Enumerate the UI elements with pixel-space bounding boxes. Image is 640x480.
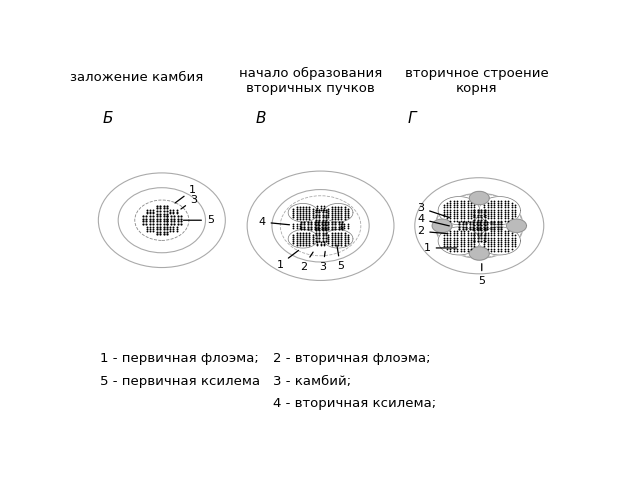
Polygon shape [469,247,489,260]
Polygon shape [323,229,353,248]
Polygon shape [438,197,480,225]
Text: Г: Г [408,111,416,126]
Text: 1: 1 [424,243,457,253]
Text: 2: 2 [300,252,313,272]
Polygon shape [323,204,353,222]
Text: 4: 4 [417,214,449,226]
Text: 5: 5 [184,215,214,225]
Text: заложение камбия: заложение камбия [70,71,204,84]
Circle shape [415,178,544,274]
Text: 3: 3 [181,194,198,209]
Circle shape [99,173,225,267]
Text: 3: 3 [417,203,449,217]
Circle shape [118,188,205,253]
Text: начало образования
вторичных пучков: начало образования вторичных пучков [239,67,382,95]
Circle shape [272,190,369,262]
Text: 4: 4 [259,217,289,227]
Polygon shape [479,227,520,255]
Text: 5: 5 [478,264,485,286]
Text: вторичное строение
корня: вторичное строение корня [405,67,548,95]
Polygon shape [469,192,489,204]
Polygon shape [288,229,318,248]
Text: 5: 5 [337,245,344,271]
Text: В: В [256,111,267,126]
Text: 1: 1 [276,251,298,270]
Text: 1: 1 [175,185,196,203]
Circle shape [436,193,523,258]
Text: 4 - вторичная ксилема;: 4 - вторичная ксилема; [273,396,436,409]
Polygon shape [479,197,520,225]
Text: 2 - вторичная флоэма;: 2 - вторичная флоэма; [273,352,431,365]
Text: 1 - первичная флоэма;: 1 - первичная флоэма; [100,352,259,365]
Text: Б: Б [102,111,113,126]
Text: 3: 3 [319,252,326,272]
Polygon shape [438,227,480,255]
Polygon shape [507,219,527,232]
Text: 5 - первичная ксилема: 5 - первичная ксилема [100,374,260,387]
Text: 2: 2 [417,226,448,236]
Text: 3 - камбий;: 3 - камбий; [273,374,351,387]
Polygon shape [288,204,318,222]
Polygon shape [432,219,452,232]
Circle shape [247,171,394,280]
